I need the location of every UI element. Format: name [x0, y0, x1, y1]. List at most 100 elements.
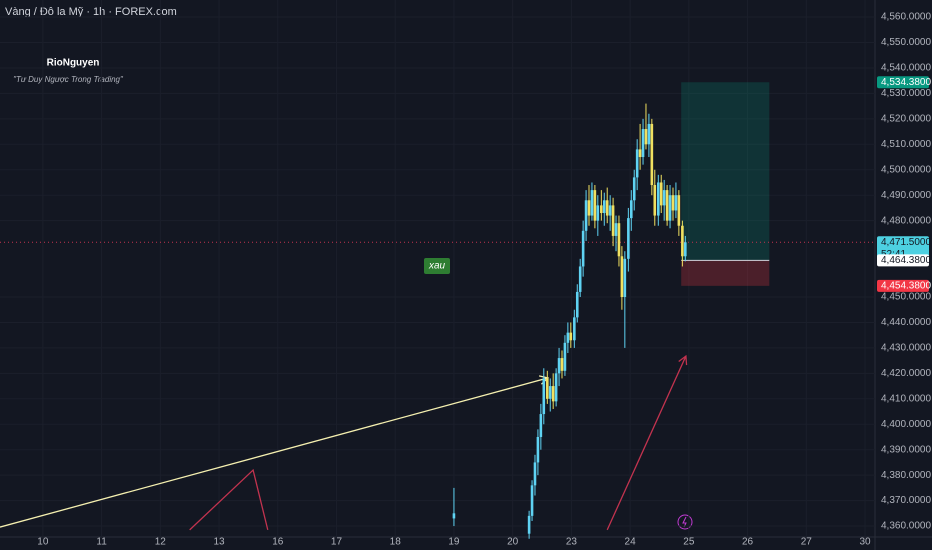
candle-body [677, 195, 681, 226]
candle-body [650, 123, 654, 186]
y-tick-label: 4,370.0000 [881, 495, 931, 506]
y-tick-label: 4,540.0000 [881, 63, 931, 74]
zigzag-line [189, 468, 269, 531]
y-tick-label: 4,390.0000 [881, 444, 931, 455]
candle-body [662, 190, 666, 206]
alert-icon[interactable] [677, 514, 693, 530]
candle-body [617, 223, 621, 257]
candle-body [653, 185, 657, 216]
candle-body [575, 291, 579, 318]
candle-body [593, 190, 597, 221]
x-tick-label: 17 [331, 537, 343, 548]
price-label: 4,454.3800 [881, 280, 931, 291]
y-tick-label: 4,480.0000 [881, 215, 931, 226]
stop-zone [681, 260, 770, 286]
candle-body [569, 332, 573, 341]
y-tick-label: 4,500.0000 [881, 164, 931, 175]
candle-body [536, 436, 540, 463]
candle-body [641, 129, 645, 158]
x-tick-label: 23 [566, 537, 578, 548]
x-tick-label: 26 [742, 537, 754, 548]
candle-body [623, 258, 627, 298]
candle-body [614, 223, 618, 236]
candle-body [671, 195, 675, 211]
candle-body [605, 200, 609, 216]
x-tick-label: 13 [213, 537, 225, 548]
candle-body [620, 256, 624, 298]
candle-body [647, 123, 651, 145]
x-tick-label: 25 [683, 537, 695, 548]
price-label-box [877, 236, 929, 261]
y-tick-label: 4,450.0000 [881, 292, 931, 303]
y-tick-label: 4,560.0000 [881, 12, 931, 23]
x-tick-label: 24 [625, 537, 637, 548]
candle-body [573, 317, 576, 341]
candle-body [668, 195, 672, 221]
candle-body [627, 218, 630, 259]
price-label-box [877, 254, 929, 267]
alert-bolt [682, 516, 687, 528]
candle-body [530, 485, 534, 516]
candle-body [539, 414, 543, 437]
candle-body [581, 230, 585, 267]
y-tick-label: 4,430.0000 [881, 343, 931, 354]
author: RioNguyen [47, 58, 100, 69]
candle-body [681, 225, 684, 257]
x-tick-label: 19 [448, 537, 460, 548]
price-label: 4,471.5000 [881, 237, 931, 248]
candle-body [548, 386, 552, 399]
candle-body [635, 149, 639, 178]
candle-body [638, 149, 642, 158]
candle-body [608, 205, 612, 216]
y-tick-label: 4,420.0000 [881, 368, 931, 379]
x-tick-label: 11 [96, 537, 107, 548]
candle-body [602, 200, 606, 214]
candle-body [587, 200, 591, 216]
subtitle: "Tư Duy Ngược Trong Trading" [13, 75, 124, 84]
target-zone [681, 82, 770, 261]
price-label: 4,534.3800 [881, 77, 931, 88]
candle-body [578, 266, 582, 292]
candle-body [674, 195, 678, 211]
candle-body [554, 373, 558, 402]
candle-body [644, 129, 648, 145]
price-label: 4,464.3800 [881, 255, 931, 266]
candle-body [551, 386, 555, 402]
candle-body [563, 342, 567, 371]
candle-body [590, 190, 594, 216]
x-tick-label: 27 [801, 537, 813, 548]
candle-body [657, 182, 660, 216]
x-tick-label: 12 [155, 537, 167, 548]
x-tick-label: 10 [37, 537, 49, 548]
annotation: xau [428, 261, 446, 272]
candle-body [659, 182, 663, 206]
y-tick-label: 4,510.0000 [881, 139, 931, 150]
candle-body [632, 177, 636, 201]
arrow-line [606, 355, 687, 531]
candle-body [566, 332, 570, 343]
candle-body [611, 205, 615, 236]
y-tick-label: 4,400.0000 [881, 419, 931, 430]
candle-body [596, 205, 600, 221]
candle-body [527, 515, 531, 534]
candle-body [557, 358, 561, 374]
y-tick-label: 4,440.0000 [881, 317, 931, 328]
price-label-box [877, 279, 929, 292]
trend-line [0, 377, 549, 528]
annotation-box [424, 258, 450, 274]
x-tick-label: 18 [390, 537, 402, 548]
price-label-box [877, 76, 929, 89]
y-tick-label: 4,410.0000 [881, 393, 931, 404]
arrow-line-head [678, 354, 688, 366]
candle-body [452, 513, 456, 519]
y-tick-label: 4,550.0000 [881, 37, 931, 48]
chart-title: Vàng / Đô la Mỹ · 1h · FOREX.com [5, 6, 177, 18]
candle-body [600, 205, 603, 214]
candle-body [629, 200, 633, 219]
x-tick-label: 16 [272, 537, 284, 548]
y-tick-label: 4,530.0000 [881, 88, 931, 99]
candle-body [542, 378, 546, 415]
candle-body [665, 190, 669, 221]
